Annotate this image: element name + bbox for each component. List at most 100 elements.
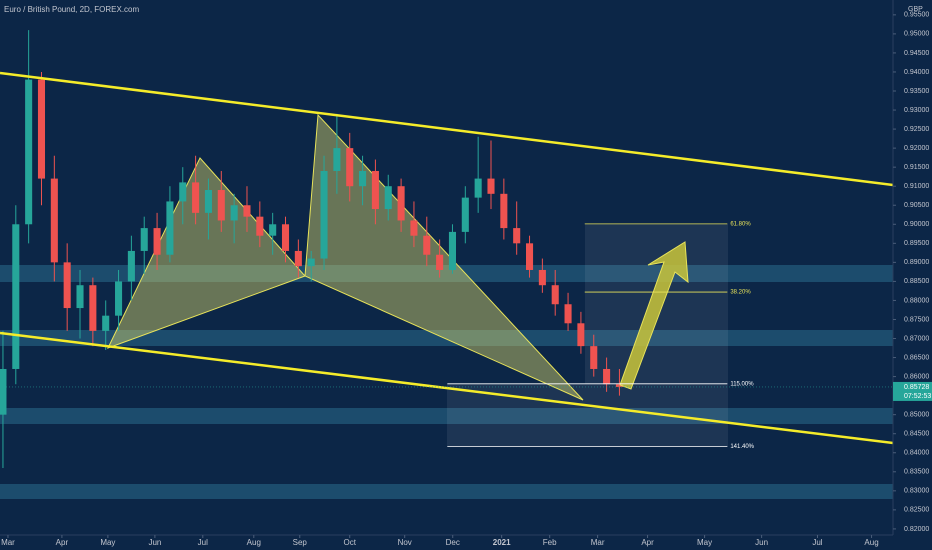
candle-body [281,224,290,251]
x-tick-label: Dec [446,538,460,547]
x-tick-label: Apr [56,538,69,547]
x-tick-label: Sep [293,538,308,547]
candle-body [140,228,148,251]
y-tick-label: 0.89500 [904,240,929,247]
candle-body [179,182,187,202]
zone [0,330,893,346]
candle-body [256,216,264,236]
y-tick-label: 0.83000 [904,488,929,495]
fib-label: 115.00% [730,381,754,387]
last-price-box [893,381,932,401]
x-tick-label: Apr [641,538,654,547]
candle-body [307,258,315,267]
candle-body [243,205,251,217]
x-tick-label: Aug [247,538,261,547]
candle-body [538,269,546,286]
zone [0,408,893,424]
candle-body [153,228,161,255]
y-tick-label: 0.87000 [904,335,929,342]
x-tick-label: May [697,538,712,547]
fib-label: 38.20% [730,290,751,296]
y-tick-label: 0.82000 [904,526,929,533]
candle-body [294,250,302,267]
candle-body [448,231,457,270]
y-tick-label: 0.90500 [904,202,929,209]
y-tick-label: 0.93000 [904,107,929,114]
y-tick-label: 0.95500 [904,12,929,19]
candle-body [333,148,341,171]
candle-body [526,243,534,270]
y-tick-label: 0.86500 [904,354,929,361]
x-tick-label: Jun [755,538,768,547]
candle-body [423,235,431,255]
candle-body [551,285,559,305]
x-tick-label: Jun [148,538,161,547]
y-tick-label: 0.90000 [904,221,929,228]
candle-body [500,193,508,229]
candle-body [76,285,84,309]
y-tick-label: 0.91500 [904,164,929,171]
zone [0,484,893,499]
trend-line [0,331,894,445]
x-tick-label: Jul [812,538,822,547]
candle-body [217,190,225,221]
candle-body [50,178,58,263]
candle-body [204,190,212,213]
trend-line [0,71,894,187]
candle-body [0,368,7,415]
candle-body [603,368,611,385]
candle-body [25,79,33,225]
candle-body [461,197,469,232]
candle-body [371,170,379,210]
x-tick-label: Oct [343,538,356,547]
fib-label: 141.40% [730,444,754,450]
candle-body [63,262,71,309]
candle-body [166,201,174,255]
y-tick-label: 0.88000 [904,297,929,304]
candle-body [192,182,200,213]
y-tick-label: 0.92500 [904,126,929,133]
price-axis [893,0,932,550]
candle-body [384,186,392,210]
plot [0,30,623,468]
x-tick-label: May [100,538,115,547]
candle-body [102,315,110,331]
candle-body [320,170,328,259]
candle-body [615,384,623,387]
y-tick-label: 0.94500 [904,50,929,57]
candle-body [12,224,20,369]
candle-body [577,323,585,347]
candle-body [474,178,482,198]
y-tick-label: 0.92000 [904,145,929,152]
x-tick-label: Feb [543,538,557,547]
candle-body [564,304,572,324]
candle-body [410,220,418,236]
y-tick-label: 0.94000 [904,69,929,76]
candle-body [590,346,598,369]
chart-title: Euro / British Pound, 2D, FOREX.com [4,5,139,14]
candle-body [115,281,123,316]
x-tick-label: Mar [591,538,605,547]
y-tick-label: 0.89000 [904,259,929,266]
currency: GBP [908,6,923,13]
candle-body [37,79,46,179]
candle-body [346,148,354,187]
arrow [619,241,689,390]
x-tick-label: Nov [398,538,412,547]
candle-body [397,186,405,221]
y-tick-label: 0.84000 [904,450,929,457]
countdown: 07:52:53 [904,393,931,400]
x-tick-label: Aug [864,538,878,547]
candle-body [487,178,495,194]
candle-body [127,250,135,282]
candle-body [89,285,97,331]
y-tick-label: 0.93500 [904,88,929,95]
y-tick-label: 0.88500 [904,278,929,285]
fib-label: 61.80% [730,221,751,227]
candle-body [359,170,367,187]
y-tick-label: 0.83500 [904,469,929,476]
x-tick-label: Mar [1,538,15,547]
y-tick-label: 0.84500 [904,431,929,438]
y-tick-label: 0.82500 [904,507,929,514]
